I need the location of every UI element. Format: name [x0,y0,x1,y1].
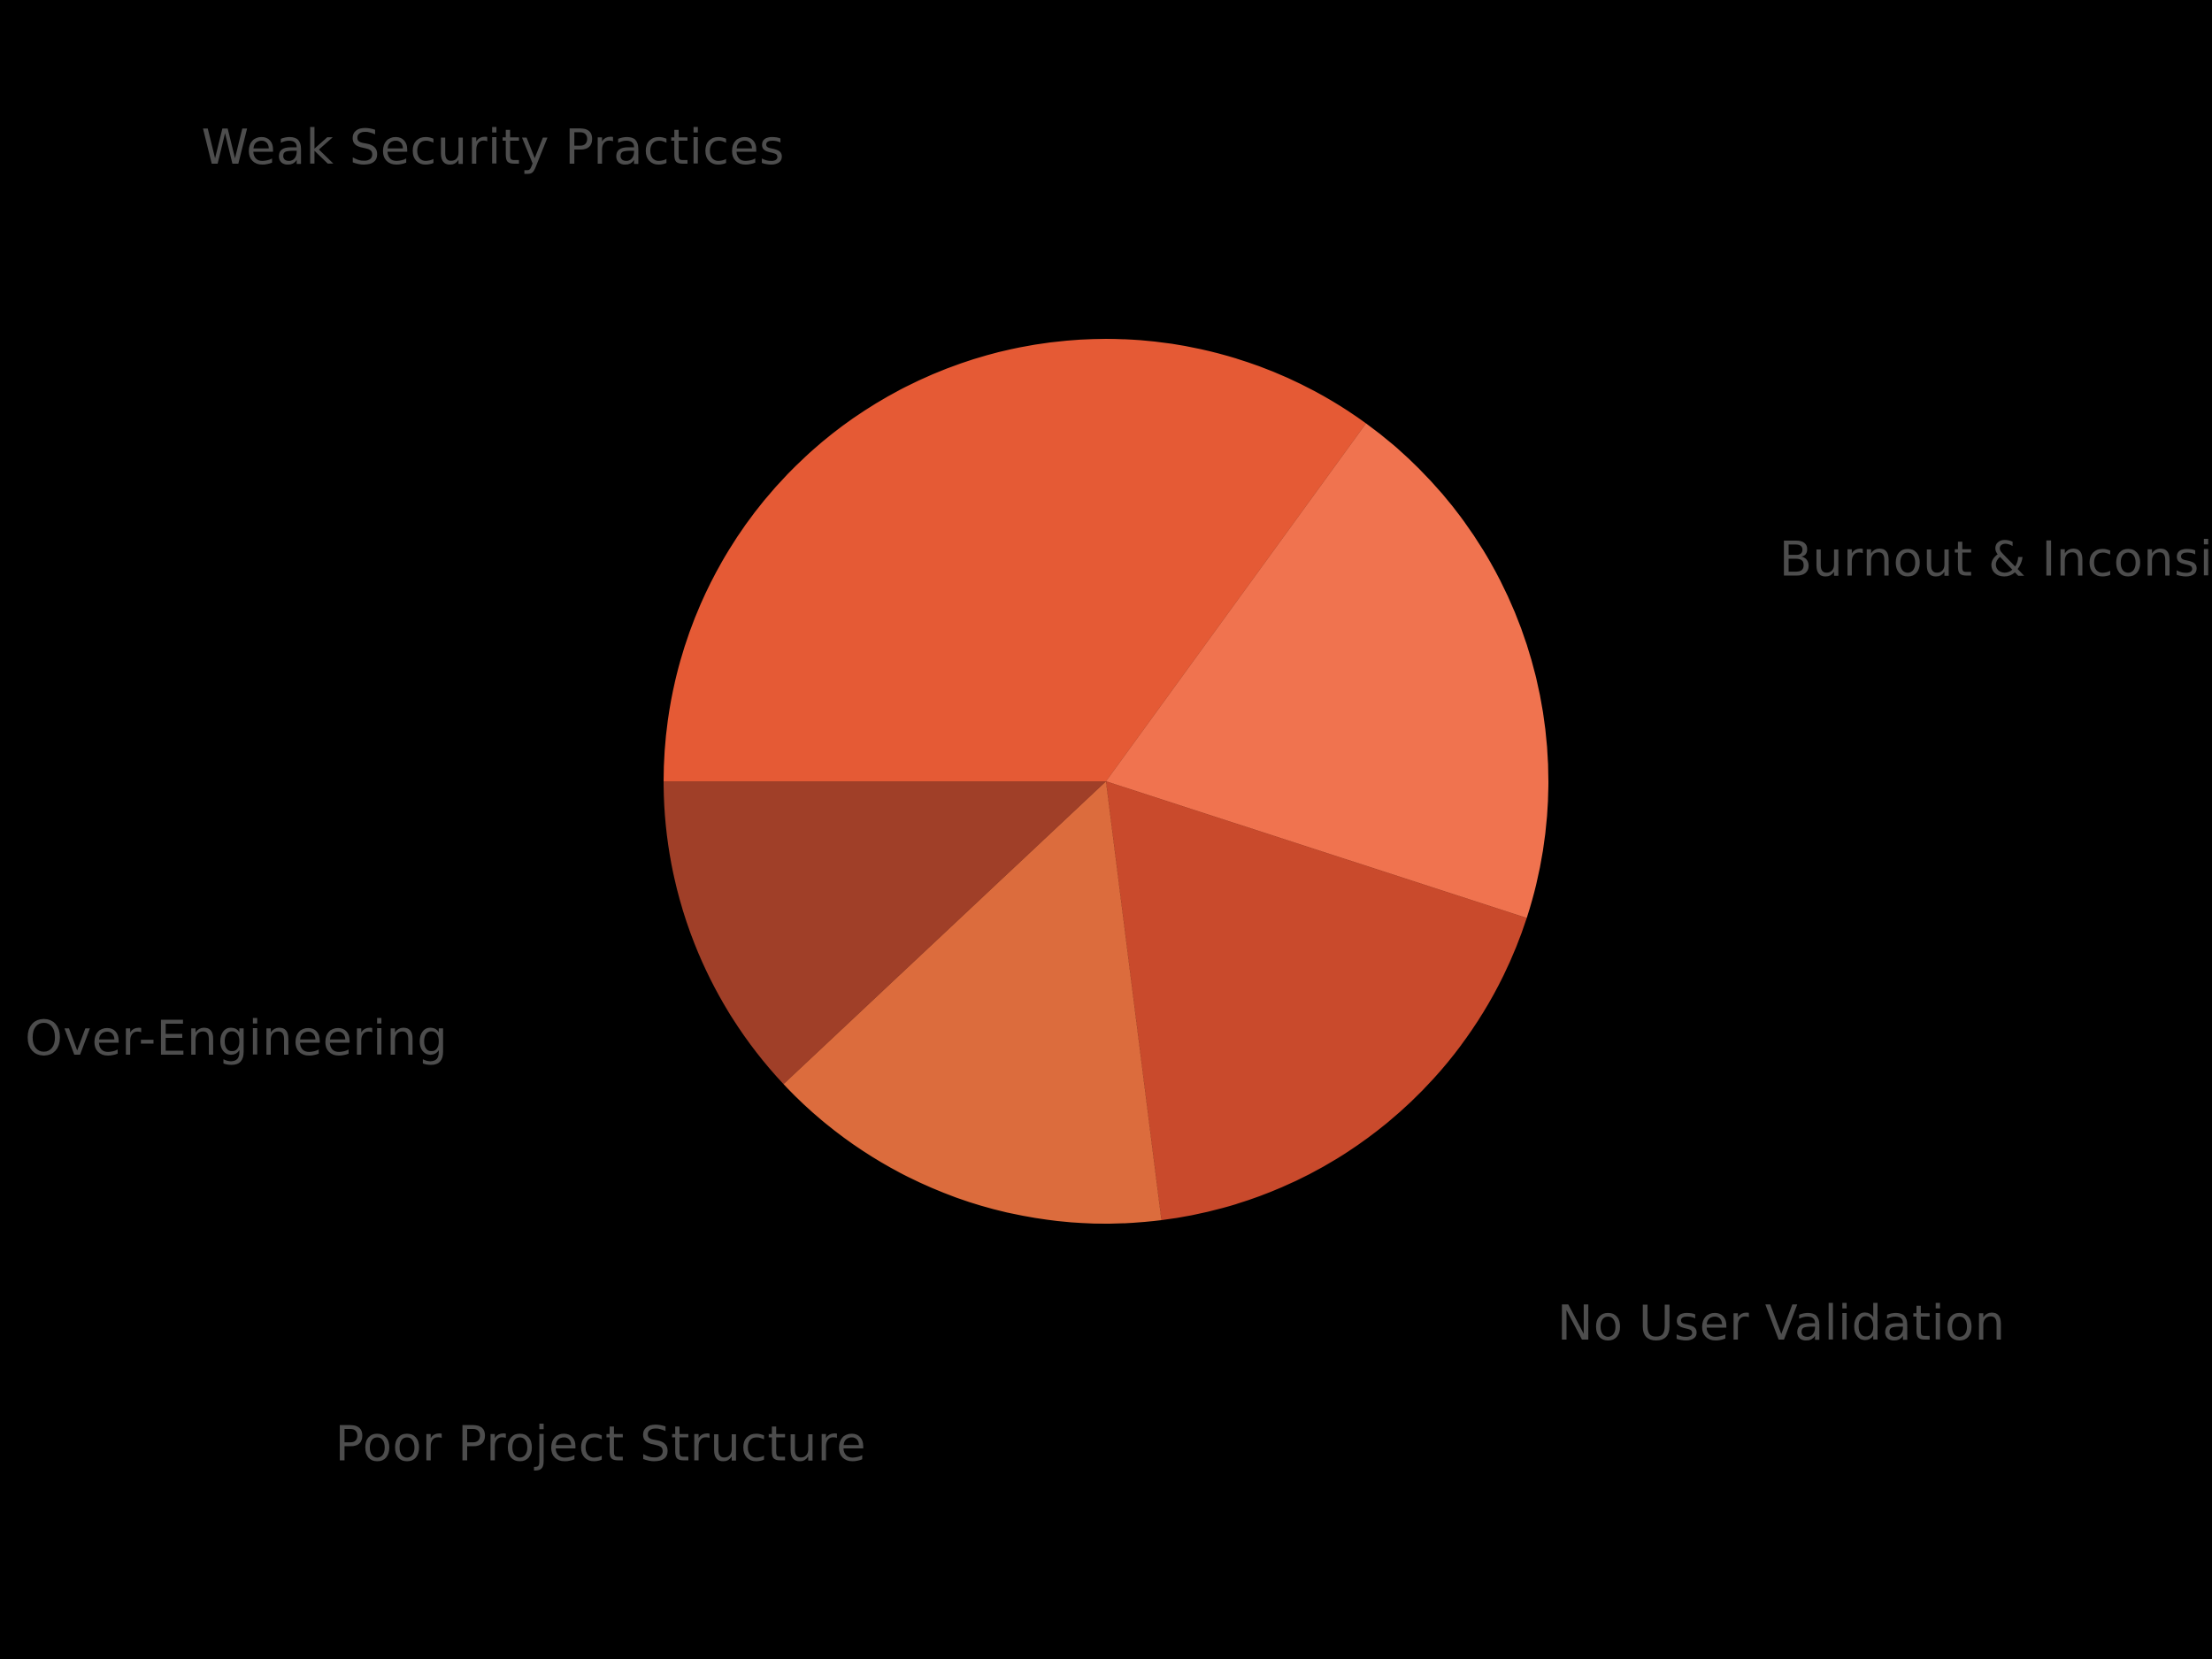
pie-slice-burnout-and-inconsistency [1106,423,1548,918]
pie-slice-weak-security-practices [664,339,1366,781]
pie-label-burnout-and-inconsistency: Burnout & Inconsistency [1779,531,2212,587]
pie-slices [664,339,1548,1224]
pie-slice-poor-project-structure [783,781,1162,1224]
pie-slice-over-engineering [664,781,1106,1085]
pie-labels: Weak Security Practices Burnout & Inconsi… [25,119,2212,1472]
pie-label-poor-project-structure: Poor Project Structure [335,1416,866,1471]
pie-slice-no-user-validation [1106,781,1527,1221]
pie-label-weak-security-practices: Weak Security Practices [202,119,785,175]
pie-label-no-user-validation: No User Validation [1557,1295,2006,1351]
pie-label-over-engineering: Over-Engineering [25,1010,448,1066]
